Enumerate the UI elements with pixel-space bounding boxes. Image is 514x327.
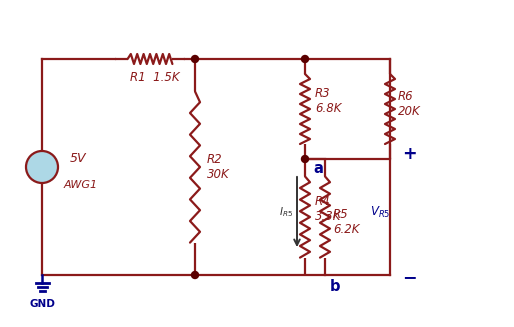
Text: 5V: 5V <box>70 152 86 165</box>
Text: AWG1: AWG1 <box>64 180 98 190</box>
Circle shape <box>302 156 308 163</box>
Text: R3
6.8K: R3 6.8K <box>315 87 341 115</box>
Text: +: + <box>402 145 417 163</box>
Circle shape <box>26 151 58 183</box>
Text: −: − <box>402 268 416 286</box>
Text: R5
6.2K: R5 6.2K <box>333 208 359 236</box>
Text: R4
3.3K: R4 3.3K <box>315 195 341 223</box>
Text: b: b <box>330 279 340 294</box>
Text: R6
20K: R6 20K <box>398 90 421 118</box>
Text: $I_{R5}$: $I_{R5}$ <box>279 205 293 219</box>
Circle shape <box>192 56 198 62</box>
Text: $V_{R5}$: $V_{R5}$ <box>370 204 390 219</box>
Text: a: a <box>313 161 323 176</box>
Circle shape <box>192 271 198 279</box>
Text: R1  1.5K: R1 1.5K <box>130 71 180 84</box>
Text: GND: GND <box>29 299 55 309</box>
Text: R2
30K: R2 30K <box>207 153 230 181</box>
Circle shape <box>302 56 308 62</box>
